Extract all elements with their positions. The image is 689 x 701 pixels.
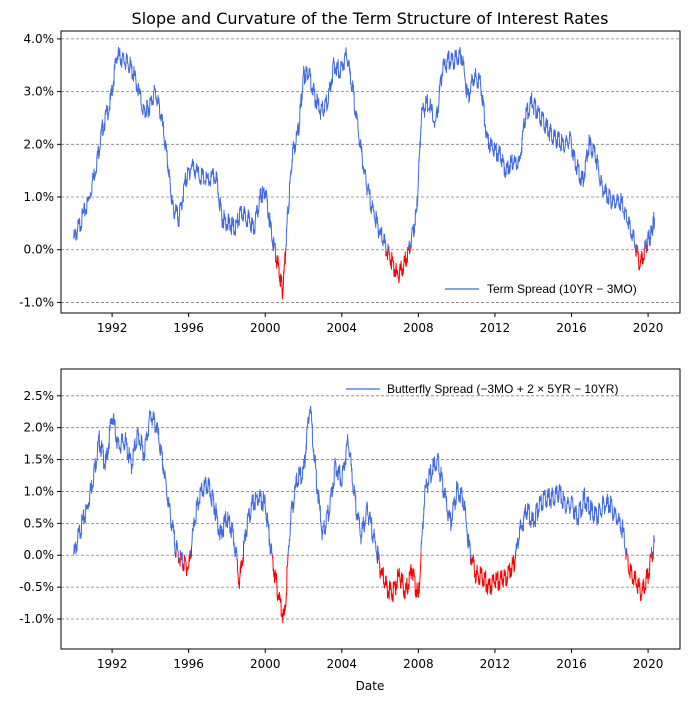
negative-segment (182, 554, 185, 572)
x-tick-label: 2000 (250, 321, 281, 335)
y-tick-label: -1.0% (19, 295, 54, 309)
positive-segment (515, 483, 627, 560)
positive-segment (647, 211, 655, 250)
x-tick-label: 2008 (403, 657, 434, 671)
positive-segment (191, 476, 236, 557)
positive-segment (273, 236, 277, 263)
x-tick-label: 2008 (403, 321, 434, 335)
positive-segment (73, 410, 176, 556)
butterfly-spread-axes-frame (60, 368, 681, 650)
negative-segment (236, 540, 245, 589)
butterfly-spread-series (73, 405, 655, 624)
y-tick-label: 1.0% (24, 484, 55, 498)
y-tick-label: -0.5% (19, 580, 54, 594)
negative-segment (275, 248, 287, 300)
y-tick-label: 2.0% (24, 137, 55, 151)
term-spread-gridlines (61, 38, 680, 303)
y-tick-label: -1.0% (19, 612, 54, 626)
positive-segment (652, 535, 655, 551)
term-spread-panel: -1.0% 0.0% 1.0% 2.0% 3.0% 4.0% 1992 1996 2000 20… (19, 9, 681, 335)
x-tick-label: 2004 (327, 657, 358, 671)
positive-segment (175, 539, 179, 563)
positive-segment (408, 240, 411, 255)
positive-segment (285, 47, 387, 257)
negative-segment (652, 550, 654, 560)
butterfly-spread-y-ticks: -1.0% -0.5% 0.0% 0.5% 1.0% 1.5% 2.0% 2.5% (19, 389, 61, 626)
x-tick-label: 1996 (173, 321, 204, 335)
x-tick-label: 2000 (250, 657, 281, 671)
x-tick-label: 2016 (556, 321, 587, 335)
positive-segment (625, 547, 628, 556)
term-spread-y-ticks: -1.0% 0.0% 1.0% 2.0% 3.0% 4.0% (19, 32, 61, 309)
x-tick-label: 2016 (556, 657, 587, 671)
positive-segment (287, 405, 378, 559)
negative-segment (271, 553, 289, 624)
y-tick-label: 3.0% (24, 85, 55, 99)
butterfly-spread-legend-label: Butterfly Spread (−3MO + 2 × 5YR − 10YR) (387, 382, 618, 396)
term-spread-x-ticks: 1992 1996 2000 2004 2008 2012 2016 2020 (97, 313, 664, 335)
negative-segment (627, 553, 651, 602)
positive-segment (73, 46, 274, 251)
positive-segment (181, 552, 183, 568)
x-tick-label: 1992 (97, 657, 128, 671)
positive-segment (243, 489, 273, 556)
negative-segment (637, 247, 645, 271)
y-tick-label: 0.0% (24, 548, 55, 562)
term-spread-legend: Term Spread (10YR − 3MO) (445, 282, 637, 296)
positive-segment (409, 46, 637, 255)
y-tick-label: 4.0% (24, 32, 55, 46)
chart-title: Slope and Curvature of the Term Structur… (132, 9, 609, 28)
y-tick-label: 2.0% (24, 421, 55, 435)
negative-segment (184, 553, 191, 577)
negative-segment (470, 554, 474, 566)
term-spread-legend-label: Term Spread (10YR − 3MO) (487, 282, 637, 296)
term-spread-axes-frame (60, 30, 681, 314)
negative-segment (388, 247, 409, 284)
x-tick-label: 1992 (97, 321, 128, 335)
negative-segment (178, 550, 181, 567)
x-tick-label: 2020 (633, 321, 664, 335)
positive-segment (643, 238, 647, 254)
butterfly-spread-panel: -1.0%-0.5%0.0%0.5%1.0%1.5%2.0%2.5% 1992 1… (19, 368, 681, 693)
negative-segment (407, 247, 409, 251)
x-tick-label: 2020 (633, 657, 664, 671)
positive-segment (234, 546, 238, 560)
negative-segment (376, 545, 379, 564)
positive-segment (420, 452, 471, 564)
negative-segment (473, 550, 517, 596)
x-tick-label: 1996 (173, 657, 204, 671)
x-tick-label: 2012 (480, 657, 511, 671)
butterfly-spread-x-ticks: 1992 1996 2000 2004 2008 2012 2016 2020 (97, 649, 664, 671)
x-tick-label: 2012 (480, 321, 511, 335)
y-tick-label: 1.5% (24, 453, 55, 467)
y-tick-label: 2.5% (24, 389, 55, 403)
negative-segment (635, 244, 637, 257)
term-spread-series (73, 46, 655, 300)
negative-segment (385, 243, 389, 261)
x-axis-label: Date (356, 679, 385, 693)
x-tick-label: 2004 (327, 321, 358, 335)
y-tick-label: 1.0% (24, 190, 55, 204)
y-tick-label: 0.0% (24, 243, 55, 257)
butterfly-spread-legend: Butterfly Spread (−3MO + 2 × 5YR − 10YR) (346, 382, 618, 396)
y-tick-label: 0.5% (24, 516, 55, 530)
negative-segment (378, 552, 422, 603)
